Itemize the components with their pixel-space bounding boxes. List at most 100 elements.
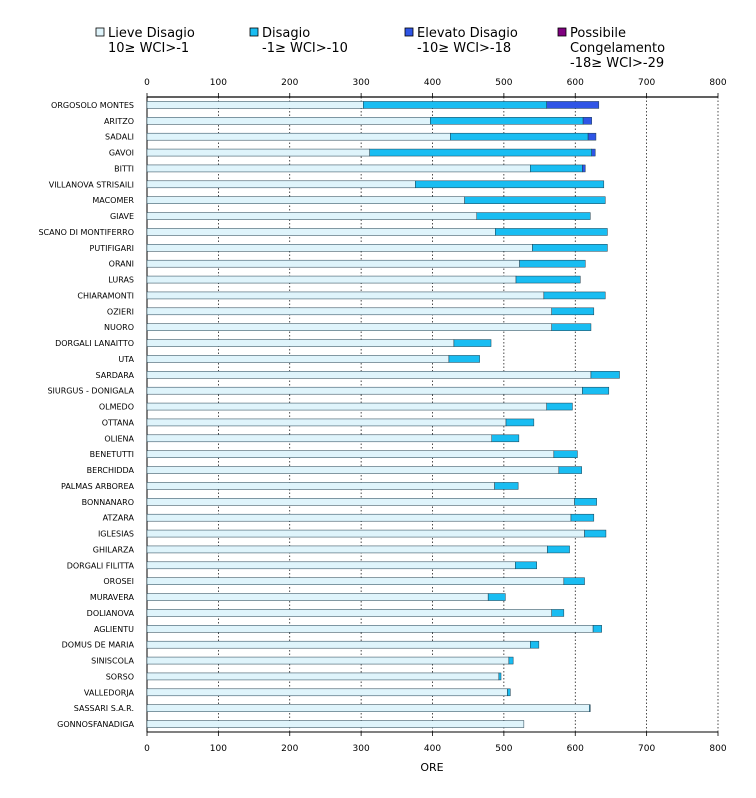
bottom-tick-label-6: 600 bbox=[567, 744, 584, 754]
category-label-8: SCANO DI MONTIFERRO bbox=[38, 228, 134, 237]
bar-33-series-0 bbox=[146, 625, 594, 633]
category-label-39: GONNOSFANADIGA bbox=[57, 720, 134, 729]
bar-13-series-1 bbox=[551, 307, 595, 316]
category-label-12: CHIARAMONTI bbox=[77, 291, 134, 300]
legend-range-3: -18≥ WCI>-29 bbox=[570, 56, 664, 71]
bar-18-series-0 bbox=[146, 386, 583, 395]
bottom-axis-ticks: 0 100 200 300 400 500 600 700 800 bbox=[144, 732, 727, 754]
bar-35-series-1 bbox=[508, 656, 514, 665]
top-tick-label-4: 400 bbox=[424, 78, 441, 88]
bottom-tick-label-1: 100 bbox=[210, 744, 227, 754]
bar-18-series-1 bbox=[582, 386, 610, 395]
legend-label-0: Lieve Disagio bbox=[108, 26, 195, 41]
category-label-24: PALMAS ARBOREA bbox=[61, 482, 135, 491]
bar-21-series-1 bbox=[491, 434, 520, 443]
bar-1-series-0 bbox=[146, 117, 431, 125]
bar-38-series-1 bbox=[589, 704, 591, 712]
bottom-tick-label-8: 800 bbox=[709, 744, 726, 754]
category-label-23: BERCHIDDA bbox=[87, 466, 135, 475]
bar-5-series-0 bbox=[146, 180, 416, 189]
category-label-11: LURAS bbox=[108, 276, 134, 285]
bar-24-series-0 bbox=[146, 482, 495, 490]
category-label-4: BITTI bbox=[114, 164, 134, 173]
bar-12-series-1 bbox=[543, 291, 606, 300]
legend-range-2: -10≥ WCI>-18 bbox=[417, 41, 511, 56]
bar-20-series-0 bbox=[146, 418, 507, 427]
bar-9-series-1 bbox=[532, 244, 608, 252]
legend-label-1: Disagio bbox=[262, 26, 310, 41]
bar-32-series-0 bbox=[146, 609, 552, 617]
category-label-37: VALLEDORJA bbox=[84, 688, 135, 697]
gridlines bbox=[146, 96, 719, 733]
bar-4-series-0 bbox=[146, 164, 531, 173]
bar-27-series-1 bbox=[584, 529, 607, 538]
bar-34-series-0 bbox=[146, 640, 531, 649]
bar-37-series-1 bbox=[507, 688, 511, 697]
bar-15-series-0 bbox=[146, 339, 455, 347]
top-tick-label-3: 300 bbox=[353, 78, 370, 88]
category-label-7: GIAVE bbox=[110, 212, 134, 221]
bottom-tick-label-0: 0 bbox=[144, 744, 150, 754]
bar-4-series-1 bbox=[530, 164, 583, 173]
bar-25-series-1 bbox=[574, 498, 597, 506]
legend-label-2: Elevato Disagio bbox=[417, 26, 518, 41]
bar-21-series-0 bbox=[146, 434, 492, 443]
top-tick-label-7: 700 bbox=[638, 78, 655, 88]
bar-6-series-0 bbox=[146, 196, 465, 204]
category-label-25: BONNANARO bbox=[82, 498, 134, 507]
category-label-13: OZIERI bbox=[107, 307, 134, 316]
bar-29-series-0 bbox=[146, 561, 516, 570]
bar-5-series-1 bbox=[415, 180, 605, 189]
bar-11-series-1 bbox=[515, 275, 581, 284]
bar-0-series-1 bbox=[363, 101, 547, 109]
bar-10-series-1 bbox=[519, 259, 586, 268]
category-label-19: OLMEDO bbox=[99, 403, 134, 412]
bar-13-series-0 bbox=[146, 307, 552, 316]
bar-3-series-0 bbox=[146, 148, 370, 157]
bar-31-series-0 bbox=[146, 593, 489, 601]
bar-23-series-1 bbox=[558, 466, 582, 474]
x-axis-title: ORE bbox=[420, 761, 443, 774]
bar-31-series-1 bbox=[487, 593, 506, 601]
category-label-6: MACOMER bbox=[92, 196, 134, 205]
bar-8-series-1 bbox=[495, 228, 608, 236]
category-label-21: OLIENA bbox=[104, 434, 134, 443]
bar-10-series-0 bbox=[146, 259, 520, 268]
category-label-16: UTA bbox=[118, 355, 134, 364]
category-label-20: OTTANA bbox=[102, 418, 135, 427]
bar-27-series-0 bbox=[146, 529, 585, 538]
category-label-28: GHILARZA bbox=[93, 545, 135, 554]
bar-30-series-1 bbox=[563, 577, 585, 585]
bar-2-series-0 bbox=[146, 132, 451, 141]
category-label-1: ARITZO bbox=[104, 117, 134, 126]
category-label-32: DOLIANOVA bbox=[87, 609, 135, 618]
category-label-3: GAVOI bbox=[109, 149, 134, 158]
bar-28-series-1 bbox=[547, 545, 570, 554]
top-axis-ticks: 0 100 200 300 400 500 600 700 800 bbox=[144, 78, 727, 97]
category-label-10: ORANI bbox=[109, 260, 134, 269]
legend-range-0: 10≥ WCI>-1 bbox=[108, 41, 189, 56]
bar-1-series-2 bbox=[582, 117, 592, 125]
category-label-14: NUORO bbox=[104, 323, 134, 332]
bar-36-series-0 bbox=[146, 672, 500, 681]
category-label-38: SASSARI S.A.R. bbox=[74, 704, 134, 713]
category-label-30: OROSEI bbox=[103, 577, 134, 586]
bar-34-series-1 bbox=[530, 640, 540, 649]
category-label-33: AGLIENTU bbox=[94, 625, 134, 634]
bar-2-series-1 bbox=[450, 132, 589, 141]
bar-26-series-0 bbox=[146, 513, 572, 522]
bar-11-series-0 bbox=[146, 275, 517, 284]
bar-14-series-1 bbox=[551, 323, 592, 331]
bar-6-series-1 bbox=[464, 196, 606, 204]
category-labels: ORGOSOLO MONTES ARITZO SADALI GAVOI BITTI VIL… bbox=[38, 101, 134, 729]
bar-37-series-0 bbox=[146, 688, 508, 697]
legend-swatch-1 bbox=[249, 27, 259, 37]
bar-15-series-1 bbox=[453, 339, 492, 347]
bar-17-series-1 bbox=[590, 371, 620, 379]
bar-26-series-1 bbox=[570, 513, 595, 522]
bottom-tick-label-2: 200 bbox=[281, 744, 298, 754]
bar-4-series-2 bbox=[582, 164, 586, 173]
bar-0-series-2 bbox=[546, 101, 600, 109]
category-label-15: DORGALI LANAITTO bbox=[55, 339, 134, 348]
